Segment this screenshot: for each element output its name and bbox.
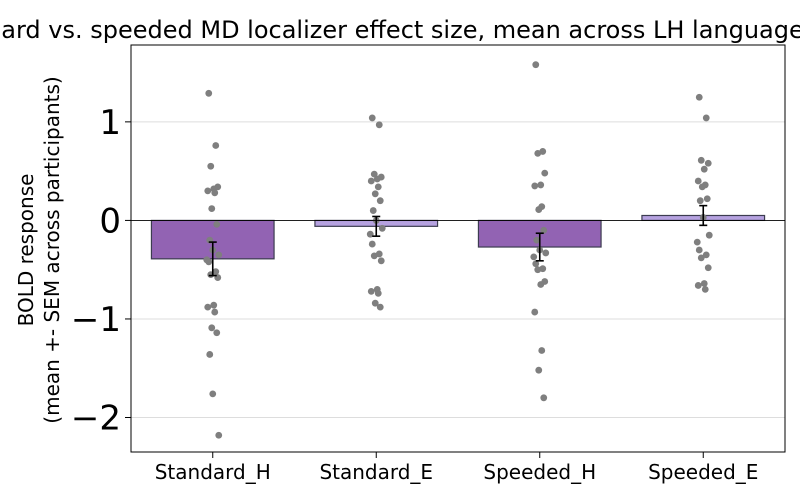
data-point [204,187,212,195]
gridlines [131,121,785,419]
data-point [370,252,378,260]
data-point [538,347,546,354]
bars [150,214,766,260]
data-point [367,287,375,295]
x-tick-label: Standard_H [155,460,271,484]
data-point [374,183,382,191]
x-tick-label: Standard_E [319,460,433,484]
data-point [371,299,379,307]
data-point [369,207,377,214]
data-point [211,189,219,197]
data-points [203,61,713,439]
data-point [695,246,703,254]
data-point [204,303,212,311]
data-point [376,197,384,205]
data-point [701,285,709,293]
data-point [212,268,220,276]
data-point [694,282,702,289]
data-point [537,281,545,288]
data-point [697,156,705,164]
data-point [702,251,710,259]
data-point [210,301,218,309]
data-point [375,121,383,129]
data-point [208,205,216,212]
data-point [205,258,213,266]
data-point [535,206,543,213]
data-point [697,254,705,262]
error-bars [208,204,708,277]
data-point [703,195,711,203]
data-point [366,230,374,238]
data-point [700,165,708,173]
data-point [696,197,704,205]
y-axis-label-line2: (mean +- SEM across participants) [40,76,64,423]
data-point [213,220,221,228]
data-point [532,61,540,69]
data-point [211,308,219,316]
data-point [377,257,385,265]
data-point [705,231,713,239]
x-ticks: Standard_H Standard_E Speeded_H Speeded_E [155,452,758,484]
y-tick-label: 0 [99,201,121,241]
data-point [205,89,213,97]
data-point [694,177,702,185]
data-point [373,175,381,183]
data-point [368,240,376,248]
data-point [702,114,710,122]
x-tick-label: Speeded_E [648,460,758,484]
data-point [532,260,540,268]
data-point [542,249,550,257]
data-point [700,280,708,287]
data-point [537,181,545,189]
y-tick-label: 1 [99,103,121,143]
data-point [212,142,220,149]
data-point [209,390,217,398]
data-point [207,162,215,170]
data-point [215,251,223,259]
chart-title: Standard vs. speeded MD localizer effect… [0,16,800,44]
data-point [213,329,221,337]
data-point [368,114,376,122]
data-point [540,394,548,402]
axes [130,44,786,453]
data-point [698,183,706,191]
y-ticks: 1 0 −1 −2 [71,103,131,439]
data-point [693,238,701,246]
data-point [530,253,538,261]
data-point [531,182,539,190]
plot-frame [130,44,786,453]
data-point [533,236,541,244]
data-point [695,93,703,101]
data-point [206,351,214,358]
y-tick-label: −2 [71,399,121,439]
data-point [376,303,384,311]
x-tick-label: Speeded_H [483,460,596,484]
data-point [367,177,375,185]
data-point [535,366,543,374]
data-point [534,150,542,157]
y-axis-label-line1: BOLD response [14,174,38,327]
data-point [704,159,712,167]
data-point [374,289,382,297]
data-point [370,170,378,178]
data-point [208,324,216,332]
data-point [371,190,379,198]
data-point [215,431,223,439]
data-point [704,264,712,272]
data-point [378,224,386,232]
data-point [534,266,542,274]
data-point [531,308,539,316]
y-tick-label: −1 [71,300,121,340]
data-point [541,169,549,177]
data-point [540,226,548,234]
